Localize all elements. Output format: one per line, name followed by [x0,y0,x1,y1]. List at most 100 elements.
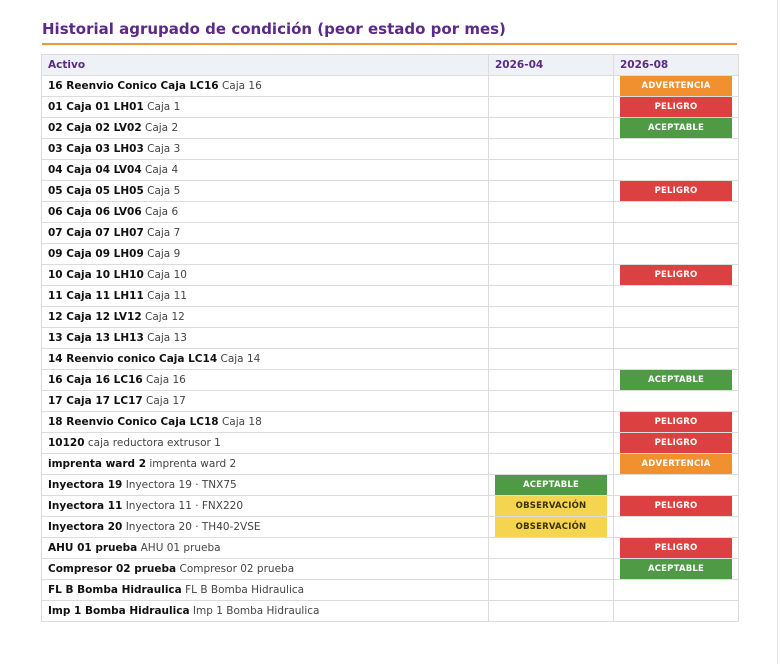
status-cell-month-1 [488,558,614,580]
status-badge: PELIGRO [620,538,732,558]
table-row[interactable]: 10 Caja 10 LH10 Caja 10 PELIGRO [41,264,739,286]
table-row[interactable]: 13 Caja 13 LH13 Caja 13 [41,327,739,349]
column-header-asset[interactable]: Activo [41,54,489,76]
status-cell-month-2 [613,159,739,181]
asset-description: Caja 9 [147,248,181,260]
asset-description: Caja 13 [147,332,187,344]
asset-description: Caja 2 [145,122,179,134]
table-row[interactable]: Inyectora 11 Inyectora 11 · FNX220 OBSERV… [41,495,739,517]
table-row[interactable]: 03 Caja 03 LH03 Caja 3 [41,138,739,160]
asset-description: Caja 10 [147,269,187,281]
table-row[interactable]: Inyectora 19 Inyectora 19 · TNX75 ACEPTAB… [41,474,739,496]
asset-cell: Inyectora 20 Inyectora 20 · TH40-2VSE [41,516,489,538]
status-cell-month-2 [613,516,739,538]
status-badge: PELIGRO [620,496,732,516]
asset-code: 11 Caja 11 LH11 [48,290,144,302]
status-cell-month-2 [613,348,739,370]
table-row[interactable]: 07 Caja 07 LH07 Caja 7 [41,222,739,244]
asset-code: 06 Caja 06 LV06 [48,206,142,218]
table-row[interactable]: Inyectora 20 Inyectora 20 · TH40-2VSE OBS… [41,516,739,538]
status-cell-month-2: PELIGRO [613,432,739,454]
asset-code: Inyectora 20 [48,521,123,533]
status-cell-month-2: PELIGRO [613,264,739,286]
table-row[interactable]: 06 Caja 06 LV06 Caja 6 [41,201,739,223]
table-row[interactable]: 18 Reenvio Conico Caja LC18 Caja 18 PELIG… [41,411,739,433]
asset-code: Inyectora 19 [48,479,123,491]
table-row[interactable]: 16 Reenvio Conico Caja LC16 Caja 16 ADVER… [41,75,739,97]
status-cell-month-1 [488,117,614,139]
table-row[interactable]: 01 Caja 01 LH01 Caja 1 PELIGRO [41,96,739,118]
table-row[interactable]: 09 Caja 09 LH09 Caja 9 [41,243,739,265]
status-badge: ACEPTABLE [620,370,732,390]
table-row[interactable]: FL B Bomba Hidraulica FL B Bomba Hidraul… [41,579,739,601]
table-row[interactable]: 16 Caja 16 LC16 Caja 16 ACEPTABLE [41,369,739,391]
asset-code: imprenta ward 2 [48,458,147,470]
status-cell-month-1 [488,138,614,160]
asset-description: imprenta ward 2 [149,458,237,470]
asset-cell: Imp 1 Bomba Hidraulica Imp 1 Bomba Hidra… [41,600,489,622]
asset-code: 10 Caja 10 LH10 [48,269,144,281]
column-header-month-1[interactable]: 2026-04 [488,54,614,76]
status-cell-month-1 [488,369,614,391]
status-cell-month-2 [613,306,739,328]
status-cell-month-2 [613,579,739,601]
asset-cell: 05 Caja 05 LH05 Caja 5 [41,180,489,202]
asset-description: Caja 3 [147,143,181,155]
status-cell-month-2 [613,285,739,307]
status-badge: PELIGRO [620,265,732,285]
status-cell-month-2: ACEPTABLE [613,117,739,139]
asset-code: 05 Caja 05 LH05 [48,185,144,197]
status-badge: ADVERTENCIA [620,454,732,474]
table-row[interactable]: Imp 1 Bomba Hidraulica Imp 1 Bomba Hidra… [41,600,739,622]
asset-code: 13 Caja 13 LH13 [48,332,144,344]
asset-cell: AHU 01 prueba AHU 01 prueba [41,537,489,559]
status-badge: PELIGRO [620,181,732,201]
asset-code: 16 Caja 16 LC16 [48,374,143,386]
asset-cell: 02 Caja 02 LV02 Caja 2 [41,117,489,139]
table-row[interactable]: 14 Reenvio conico Caja LC14 Caja 14 [41,348,739,370]
status-cell-month-1 [488,579,614,601]
table-row[interactable]: 12 Caja 12 LV12 Caja 12 [41,306,739,328]
asset-description: FL B Bomba Hidraulica [185,584,305,596]
asset-description: Caja 6 [145,206,179,218]
asset-code: 18 Reenvio Conico Caja LC18 [48,416,219,428]
status-cell-month-1 [488,390,614,412]
status-cell-month-1 [488,75,614,97]
status-cell-month-2: ADVERTENCIA [613,75,739,97]
asset-code: 12 Caja 12 LV12 [48,311,142,323]
table-row[interactable]: 04 Caja 04 LV04 Caja 4 [41,159,739,181]
asset-code: AHU 01 prueba [48,542,138,554]
table-row[interactable]: imprenta ward 2 imprenta ward 2 ADVERTENC… [41,453,739,475]
status-cell-month-1 [488,222,614,244]
asset-description: Inyectora 19 · TNX75 [125,479,237,491]
asset-description: Caja 16 [146,374,186,386]
table-row[interactable]: 17 Caja 17 LC17 Caja 17 [41,390,739,412]
table-row[interactable]: 10120 caja reductora extrusor 1 PELIGRO [41,432,739,454]
asset-description: Inyectora 20 · TH40-2VSE [125,521,261,533]
asset-description: Caja 4 [145,164,179,176]
status-cell-month-1 [488,600,614,622]
status-cell-month-2: PELIGRO [613,180,739,202]
asset-cell: Inyectora 11 Inyectora 11 · FNX220 [41,495,489,517]
table-row[interactable]: 05 Caja 05 LH05 Caja 5 PELIGRO [41,180,739,202]
table-row[interactable]: AHU 01 prueba AHU 01 prueba PELIGRO [41,537,739,559]
status-cell-month-1 [488,201,614,223]
status-cell-month-1 [488,327,614,349]
status-cell-month-1 [488,264,614,286]
status-cell-month-1 [488,285,614,307]
table-row[interactable]: Compresor 02 prueba Compresor 02 prueba A… [41,558,739,580]
asset-code: 03 Caja 03 LH03 [48,143,144,155]
table-row[interactable]: 11 Caja 11 LH11 Caja 11 [41,285,739,307]
table-body: 16 Reenvio Conico Caja LC16 Caja 16 ADVER… [41,75,739,622]
section-title: Historial agrupado de condición (peor es… [42,20,506,38]
asset-description: Caja 7 [147,227,181,239]
asset-description: Caja 14 [220,353,261,365]
asset-cell: 09 Caja 09 LH09 Caja 9 [41,243,489,265]
column-header-month-2[interactable]: 2026-08 [613,54,739,76]
asset-code: Compresor 02 prueba [48,563,177,575]
asset-code: 04 Caja 04 LV04 [48,164,142,176]
status-cell-month-2 [613,138,739,160]
status-cell-month-2: PELIGRO [613,411,739,433]
table-row[interactable]: 02 Caja 02 LV02 Caja 2 ACEPTABLE [41,117,739,139]
table-header-row: Activo 2026-04 2026-08 [41,54,739,76]
